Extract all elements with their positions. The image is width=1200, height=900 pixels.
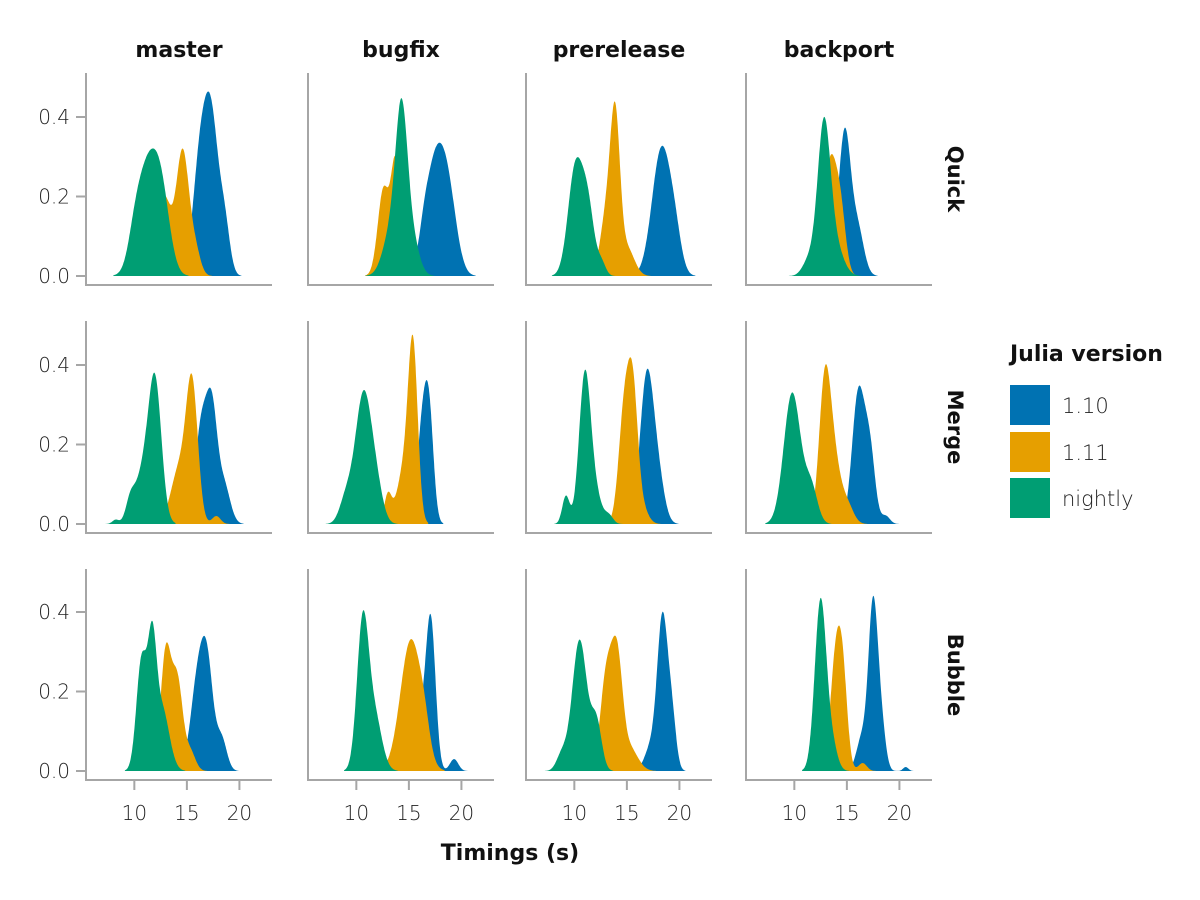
density-area-nightly [765, 392, 832, 524]
column-title-backport: backport [784, 38, 895, 63]
panel-quick-prerelease [525, 73, 712, 286]
column-title-prerelease: prerelease [553, 38, 686, 63]
density-area-1-11 [377, 639, 445, 771]
density-area-1-11 [586, 101, 651, 277]
panel-merge-prerelease [525, 321, 712, 534]
y-tick-label: 0.0 [38, 512, 70, 536]
legend-swatch-nightly [1010, 478, 1050, 518]
panel-quick-backport [745, 73, 932, 286]
legend-label-1-10: 1.10 [1062, 394, 1109, 418]
row-title-quick: Quick [943, 146, 967, 213]
density-area-nightly [325, 390, 398, 524]
panel-quick-master: 0.0 0.2 0.4 [38, 73, 272, 288]
panel-merge-master: 0.0 0.2 0.4 [38, 321, 272, 536]
density-area-1-11 [606, 357, 661, 524]
y-tick-label: 0.2 [38, 185, 70, 209]
panel-bubble-bugfix: 10 15 20 [307, 569, 494, 825]
density-area-1-11 [152, 373, 230, 524]
density-area-nightly [554, 369, 623, 524]
density-area-1-10 [844, 595, 915, 771]
column-title-master: master [135, 38, 222, 63]
x-tick-label: 10 [122, 801, 147, 825]
legend-swatch-1-11 [1010, 432, 1050, 472]
panel-bubble-backport: 10 15 20 [745, 569, 932, 825]
x-tick-label: 20 [227, 801, 252, 825]
legend-title: Julia version [1008, 342, 1163, 367]
row-title-bubble: Bubble [943, 634, 967, 716]
row-titles: Quick Merge Bubble [943, 146, 967, 716]
panel-merge-backport [745, 321, 932, 534]
y-tick-label: 0.4 [38, 353, 70, 377]
y-tick-label: 0.2 [38, 433, 70, 457]
density-area-1-11 [806, 364, 868, 524]
density-area-nightly [124, 620, 186, 771]
density-area-nightly [788, 116, 862, 277]
density-area-1-10 [404, 142, 476, 276]
density-area-nightly [551, 157, 616, 276]
y-tick-label: 0.4 [38, 105, 70, 129]
density-area-nightly [544, 639, 614, 771]
legend-label-nightly: nightly [1062, 487, 1134, 511]
x-tick-label: 15 [834, 801, 859, 825]
density-area-1-11 [586, 635, 656, 771]
x-tick-label: 10 [344, 801, 369, 825]
x-tick-label: 10 [782, 801, 807, 825]
density-area-nightly [113, 148, 189, 276]
column-titles: master bugfix prerelease backport [135, 38, 894, 63]
row-title-merge: Merge [943, 390, 967, 465]
x-tick-label: 20 [449, 801, 474, 825]
y-tick-label: 0.4 [38, 600, 70, 624]
y-tick-label: 0.0 [38, 264, 70, 288]
density-area-nightly [365, 98, 435, 276]
density-area-1-10 [405, 380, 444, 524]
x-tick-label: 20 [667, 801, 692, 825]
density-area-1-10 [838, 385, 900, 524]
y-tick-label: 0.2 [38, 680, 70, 704]
x-tick-label: 20 [887, 801, 912, 825]
x-axis-title: Timings (s) [441, 841, 579, 866]
x-tick-label: 15 [396, 801, 421, 825]
x-tick-label: 15 [174, 801, 199, 825]
panel-quick-bugfix [307, 73, 494, 286]
density-area-nightly [105, 372, 176, 524]
density-area-1-10 [631, 145, 696, 276]
density-area-1-10 [630, 611, 686, 771]
y-tick-label: 0.0 [38, 759, 70, 783]
legend: Julia version 1.10 1.11 nightly [1008, 342, 1163, 518]
legend-swatch-1-10 [1010, 385, 1050, 425]
column-title-bugfix: bugfix [362, 38, 440, 63]
x-tick-label: 15 [614, 801, 639, 825]
density-area-1-10 [817, 127, 878, 276]
legend-label-1-11: 1.11 [1062, 441, 1109, 465]
panel-bubble-prerelease: 10 15 20 [525, 569, 712, 825]
facet-panels: 0.00.20.40.00.20.40.00.20.410 15 20 10 15 20 1… [38, 73, 932, 825]
density-area-nightly [344, 610, 398, 771]
panel-merge-bugfix [307, 321, 494, 534]
panel-bubble-master: 0.0 0.2 0.4 10 15 20 [38, 569, 272, 825]
density-area-nightly [802, 597, 849, 771]
x-tick-label: 10 [562, 801, 587, 825]
density-area-1-10 [174, 635, 239, 771]
density-area-1-11 [376, 334, 429, 524]
